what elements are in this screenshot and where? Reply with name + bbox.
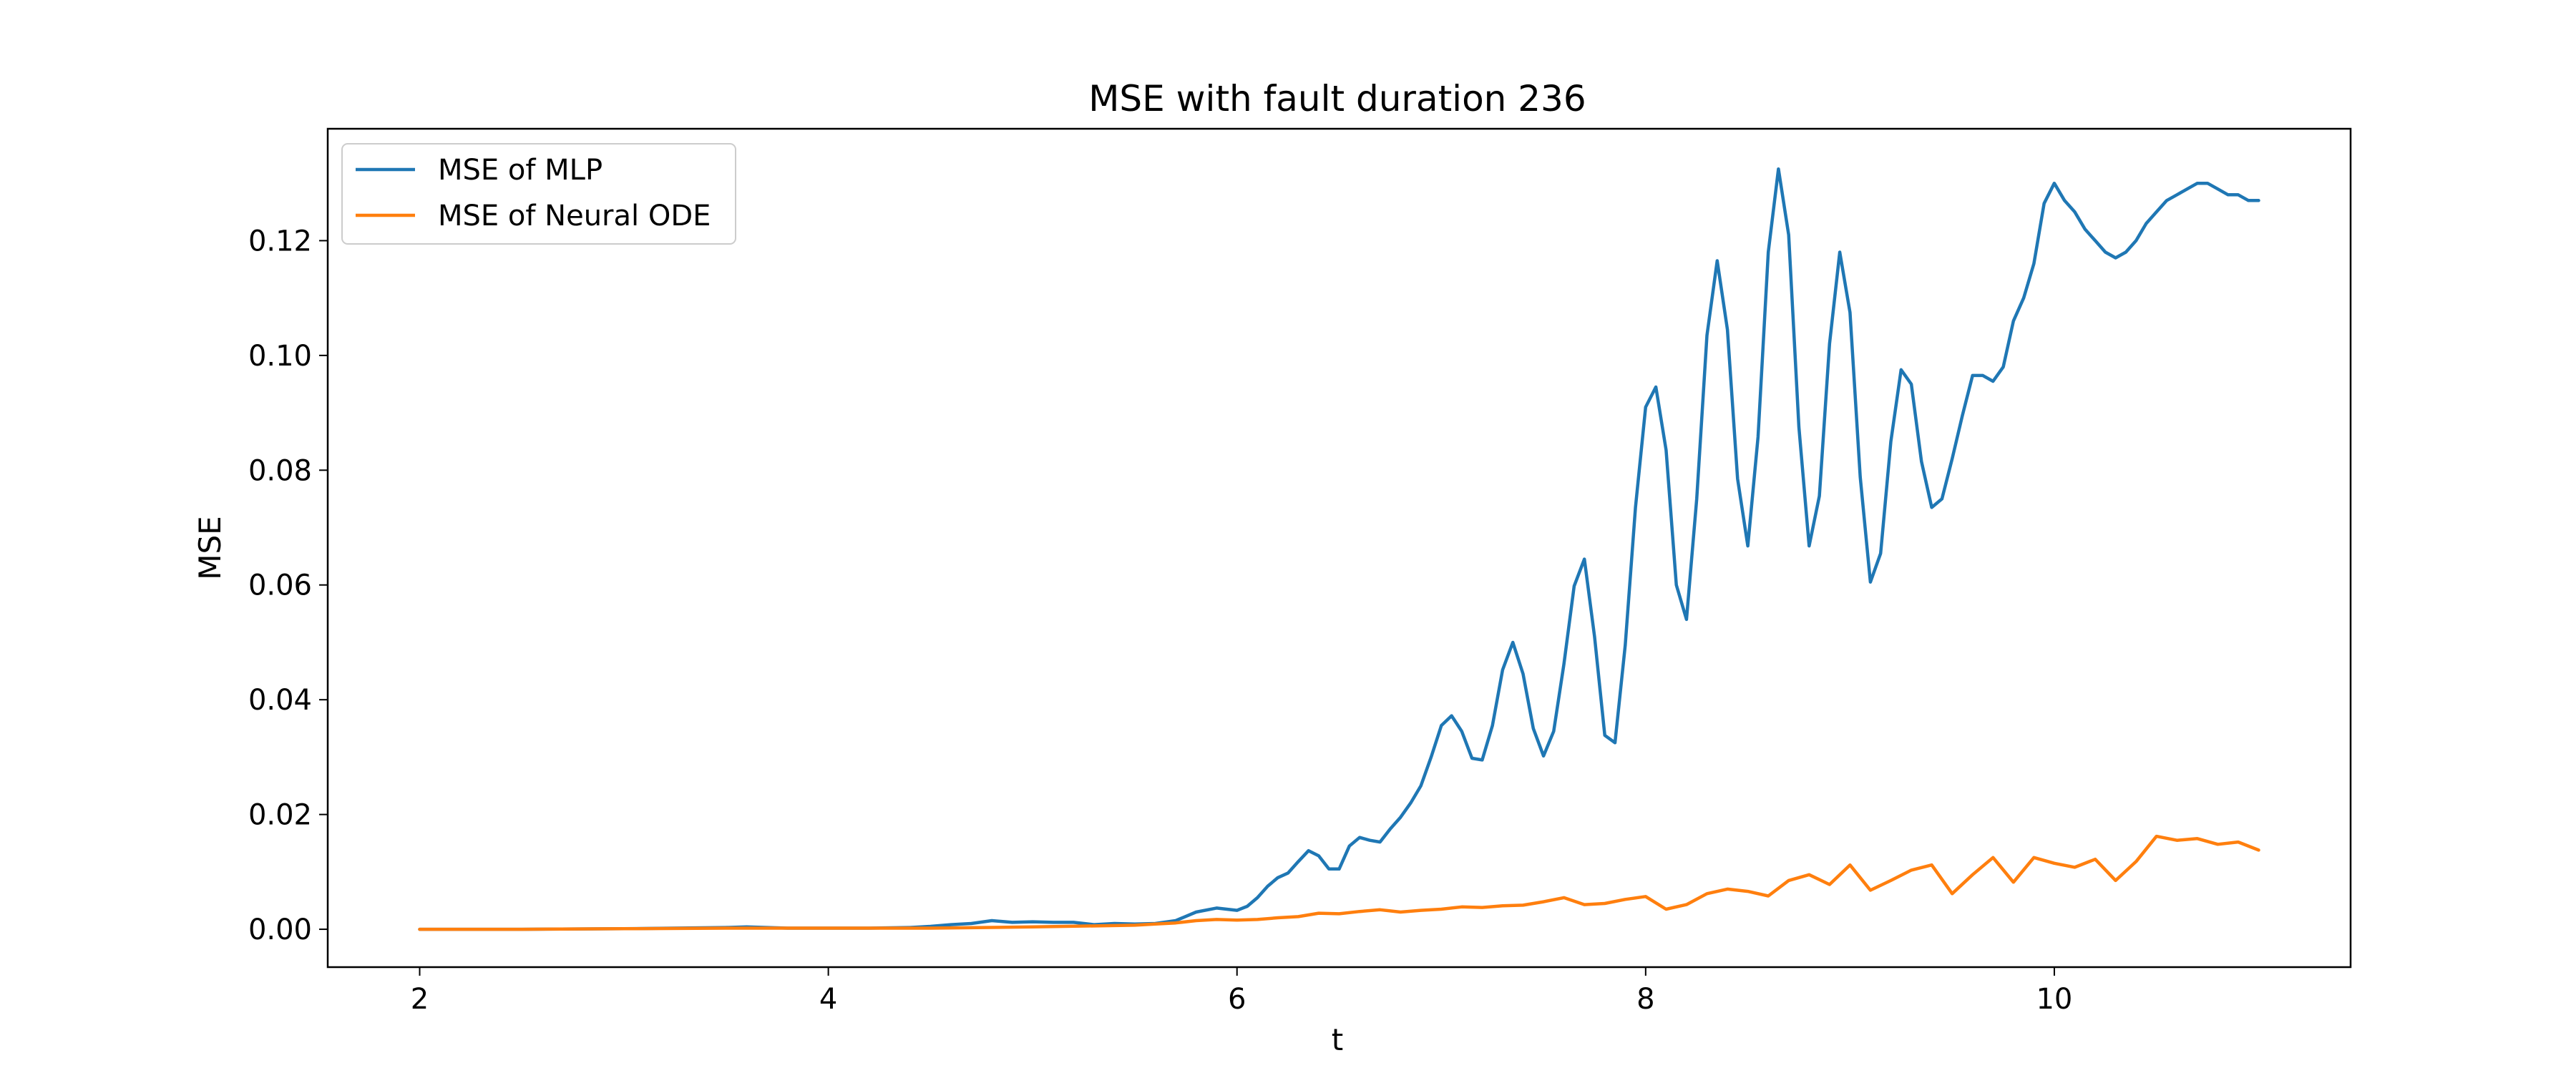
plot-area xyxy=(328,129,2351,967)
plot-frame xyxy=(326,127,2352,969)
y-axis: 0.00 0.02 0.04 0.06 0.08 0.10 0.12 xyxy=(248,225,328,946)
legend-label-neural-ode: MSE of Neural ODE xyxy=(438,200,711,232)
y-tick-label: 0.10 xyxy=(248,340,312,373)
x-tick-label: 4 xyxy=(819,983,837,1016)
legend-frame xyxy=(341,143,736,245)
x-tick-label: 6 xyxy=(1228,983,1246,1016)
x-tick-label: 8 xyxy=(1636,983,1654,1016)
x-tick-label: 10 xyxy=(2036,983,2072,1016)
x-tick-label: 2 xyxy=(411,983,429,1016)
y-tick-label: 0.12 xyxy=(248,225,312,258)
y-tick-label: 0.04 xyxy=(248,684,312,717)
series-lines xyxy=(418,167,2260,931)
y-tick-label: 0.08 xyxy=(248,454,312,487)
legend: MSE of MLP MSE of Neural ODE xyxy=(341,143,736,245)
x-axis-label: t xyxy=(1332,1022,1343,1057)
y-tick-label: 0.02 xyxy=(248,799,312,832)
legend-label-mlp: MSE of MLP xyxy=(438,154,602,187)
chart-title: MSE with fault duration 236 xyxy=(1088,78,1586,119)
series-line-mse-of-neural-ode xyxy=(418,834,2260,931)
y-tick-label: 0.06 xyxy=(248,569,312,602)
x-axis: 2 4 6 8 10 xyxy=(411,967,2072,1016)
y-tick-label: 0.00 xyxy=(248,913,312,946)
y-axis-label: MSE xyxy=(192,516,228,579)
